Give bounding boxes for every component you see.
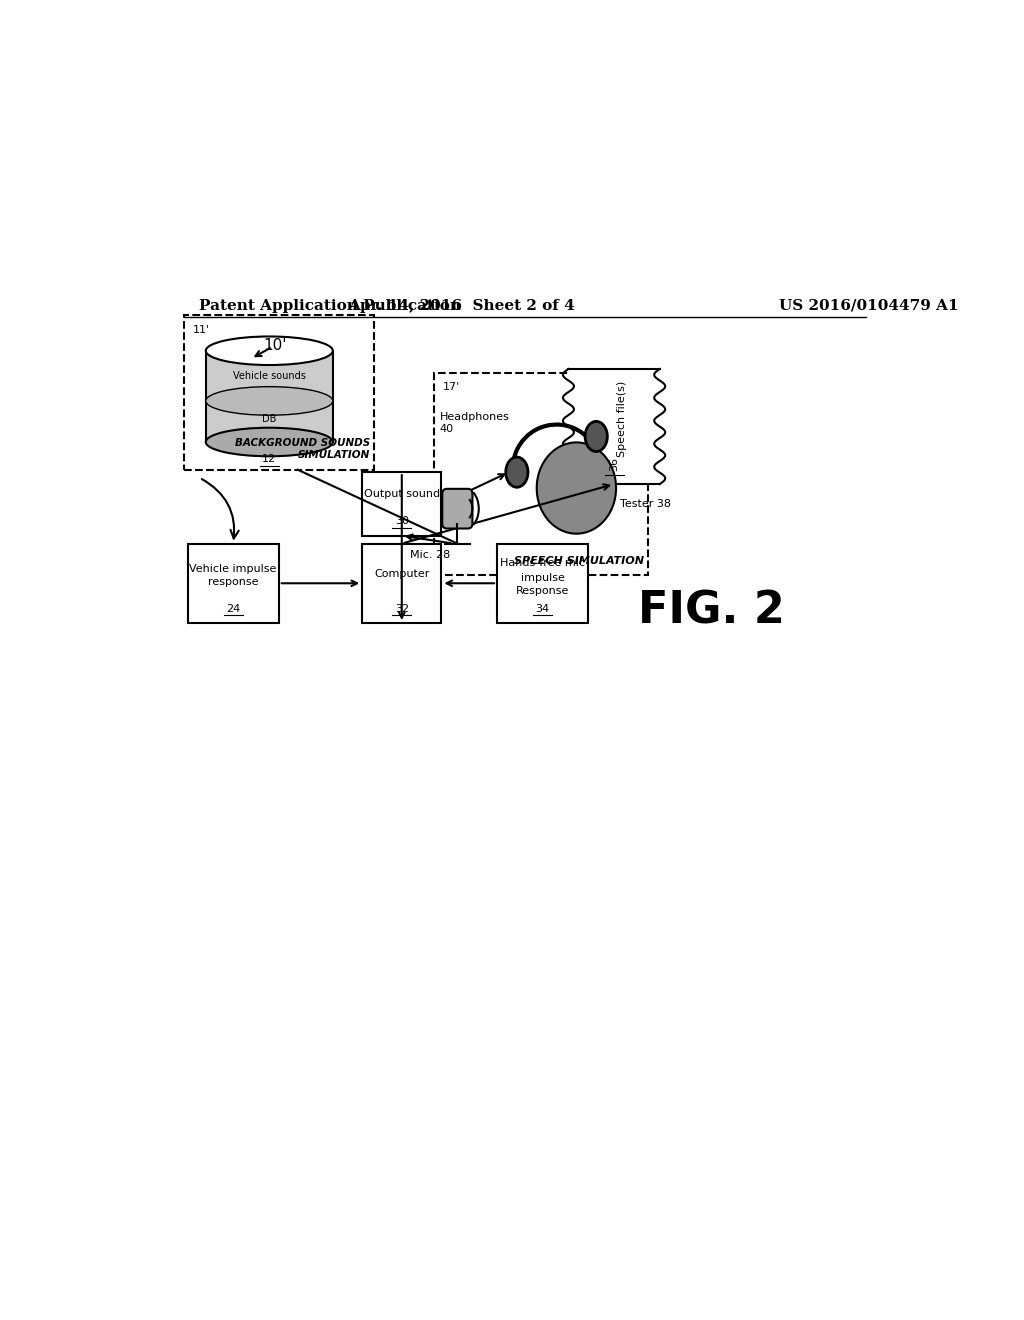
Text: 36: 36 bbox=[609, 457, 620, 471]
Text: 10': 10' bbox=[263, 338, 287, 352]
FancyBboxPatch shape bbox=[568, 370, 659, 484]
Text: Hands-free mic: Hands-free mic bbox=[500, 558, 585, 569]
Text: SPEECH SIMULATION: SPEECH SIMULATION bbox=[514, 556, 644, 566]
Ellipse shape bbox=[206, 387, 333, 416]
Text: 12: 12 bbox=[262, 454, 276, 465]
Ellipse shape bbox=[506, 457, 528, 487]
Text: US 2016/0104479 A1: US 2016/0104479 A1 bbox=[778, 298, 958, 313]
Text: Patent Application Publication: Patent Application Publication bbox=[200, 298, 462, 313]
FancyBboxPatch shape bbox=[187, 544, 279, 623]
FancyBboxPatch shape bbox=[362, 544, 441, 623]
Text: 11': 11' bbox=[194, 325, 210, 334]
Text: Computer: Computer bbox=[374, 569, 429, 578]
Text: Apr. 14, 2016  Sheet 2 of 4: Apr. 14, 2016 Sheet 2 of 4 bbox=[348, 298, 574, 313]
FancyBboxPatch shape bbox=[497, 544, 588, 623]
Text: 24: 24 bbox=[226, 603, 241, 614]
Text: Output sound: Output sound bbox=[364, 490, 440, 499]
Text: DB: DB bbox=[262, 414, 276, 425]
Text: Tester 38: Tester 38 bbox=[620, 499, 671, 510]
Ellipse shape bbox=[206, 337, 333, 366]
Ellipse shape bbox=[537, 442, 616, 533]
Ellipse shape bbox=[585, 421, 607, 451]
Text: FIG. 2: FIG. 2 bbox=[638, 590, 784, 632]
Text: Vehicle impulse: Vehicle impulse bbox=[189, 564, 276, 574]
Ellipse shape bbox=[206, 428, 333, 457]
Text: 17': 17' bbox=[443, 383, 461, 392]
FancyBboxPatch shape bbox=[362, 473, 441, 536]
Text: Mic. 28: Mic. 28 bbox=[410, 550, 450, 561]
Text: Headphones: Headphones bbox=[440, 412, 510, 421]
Text: response: response bbox=[208, 577, 258, 586]
Text: impulse: impulse bbox=[521, 573, 564, 582]
Text: Speech file(s): Speech file(s) bbox=[617, 380, 627, 457]
Text: BACKGROUND SOUNDS
SIMULATION: BACKGROUND SOUNDS SIMULATION bbox=[234, 438, 370, 461]
Text: 32: 32 bbox=[394, 603, 409, 614]
Text: Response: Response bbox=[516, 586, 569, 597]
Text: 40: 40 bbox=[440, 424, 454, 433]
Text: 30: 30 bbox=[395, 516, 409, 527]
FancyBboxPatch shape bbox=[206, 351, 333, 442]
Text: Vehicle sounds: Vehicle sounds bbox=[232, 371, 306, 381]
FancyBboxPatch shape bbox=[442, 488, 472, 528]
Text: 34: 34 bbox=[536, 603, 550, 614]
FancyArrowPatch shape bbox=[202, 479, 239, 539]
